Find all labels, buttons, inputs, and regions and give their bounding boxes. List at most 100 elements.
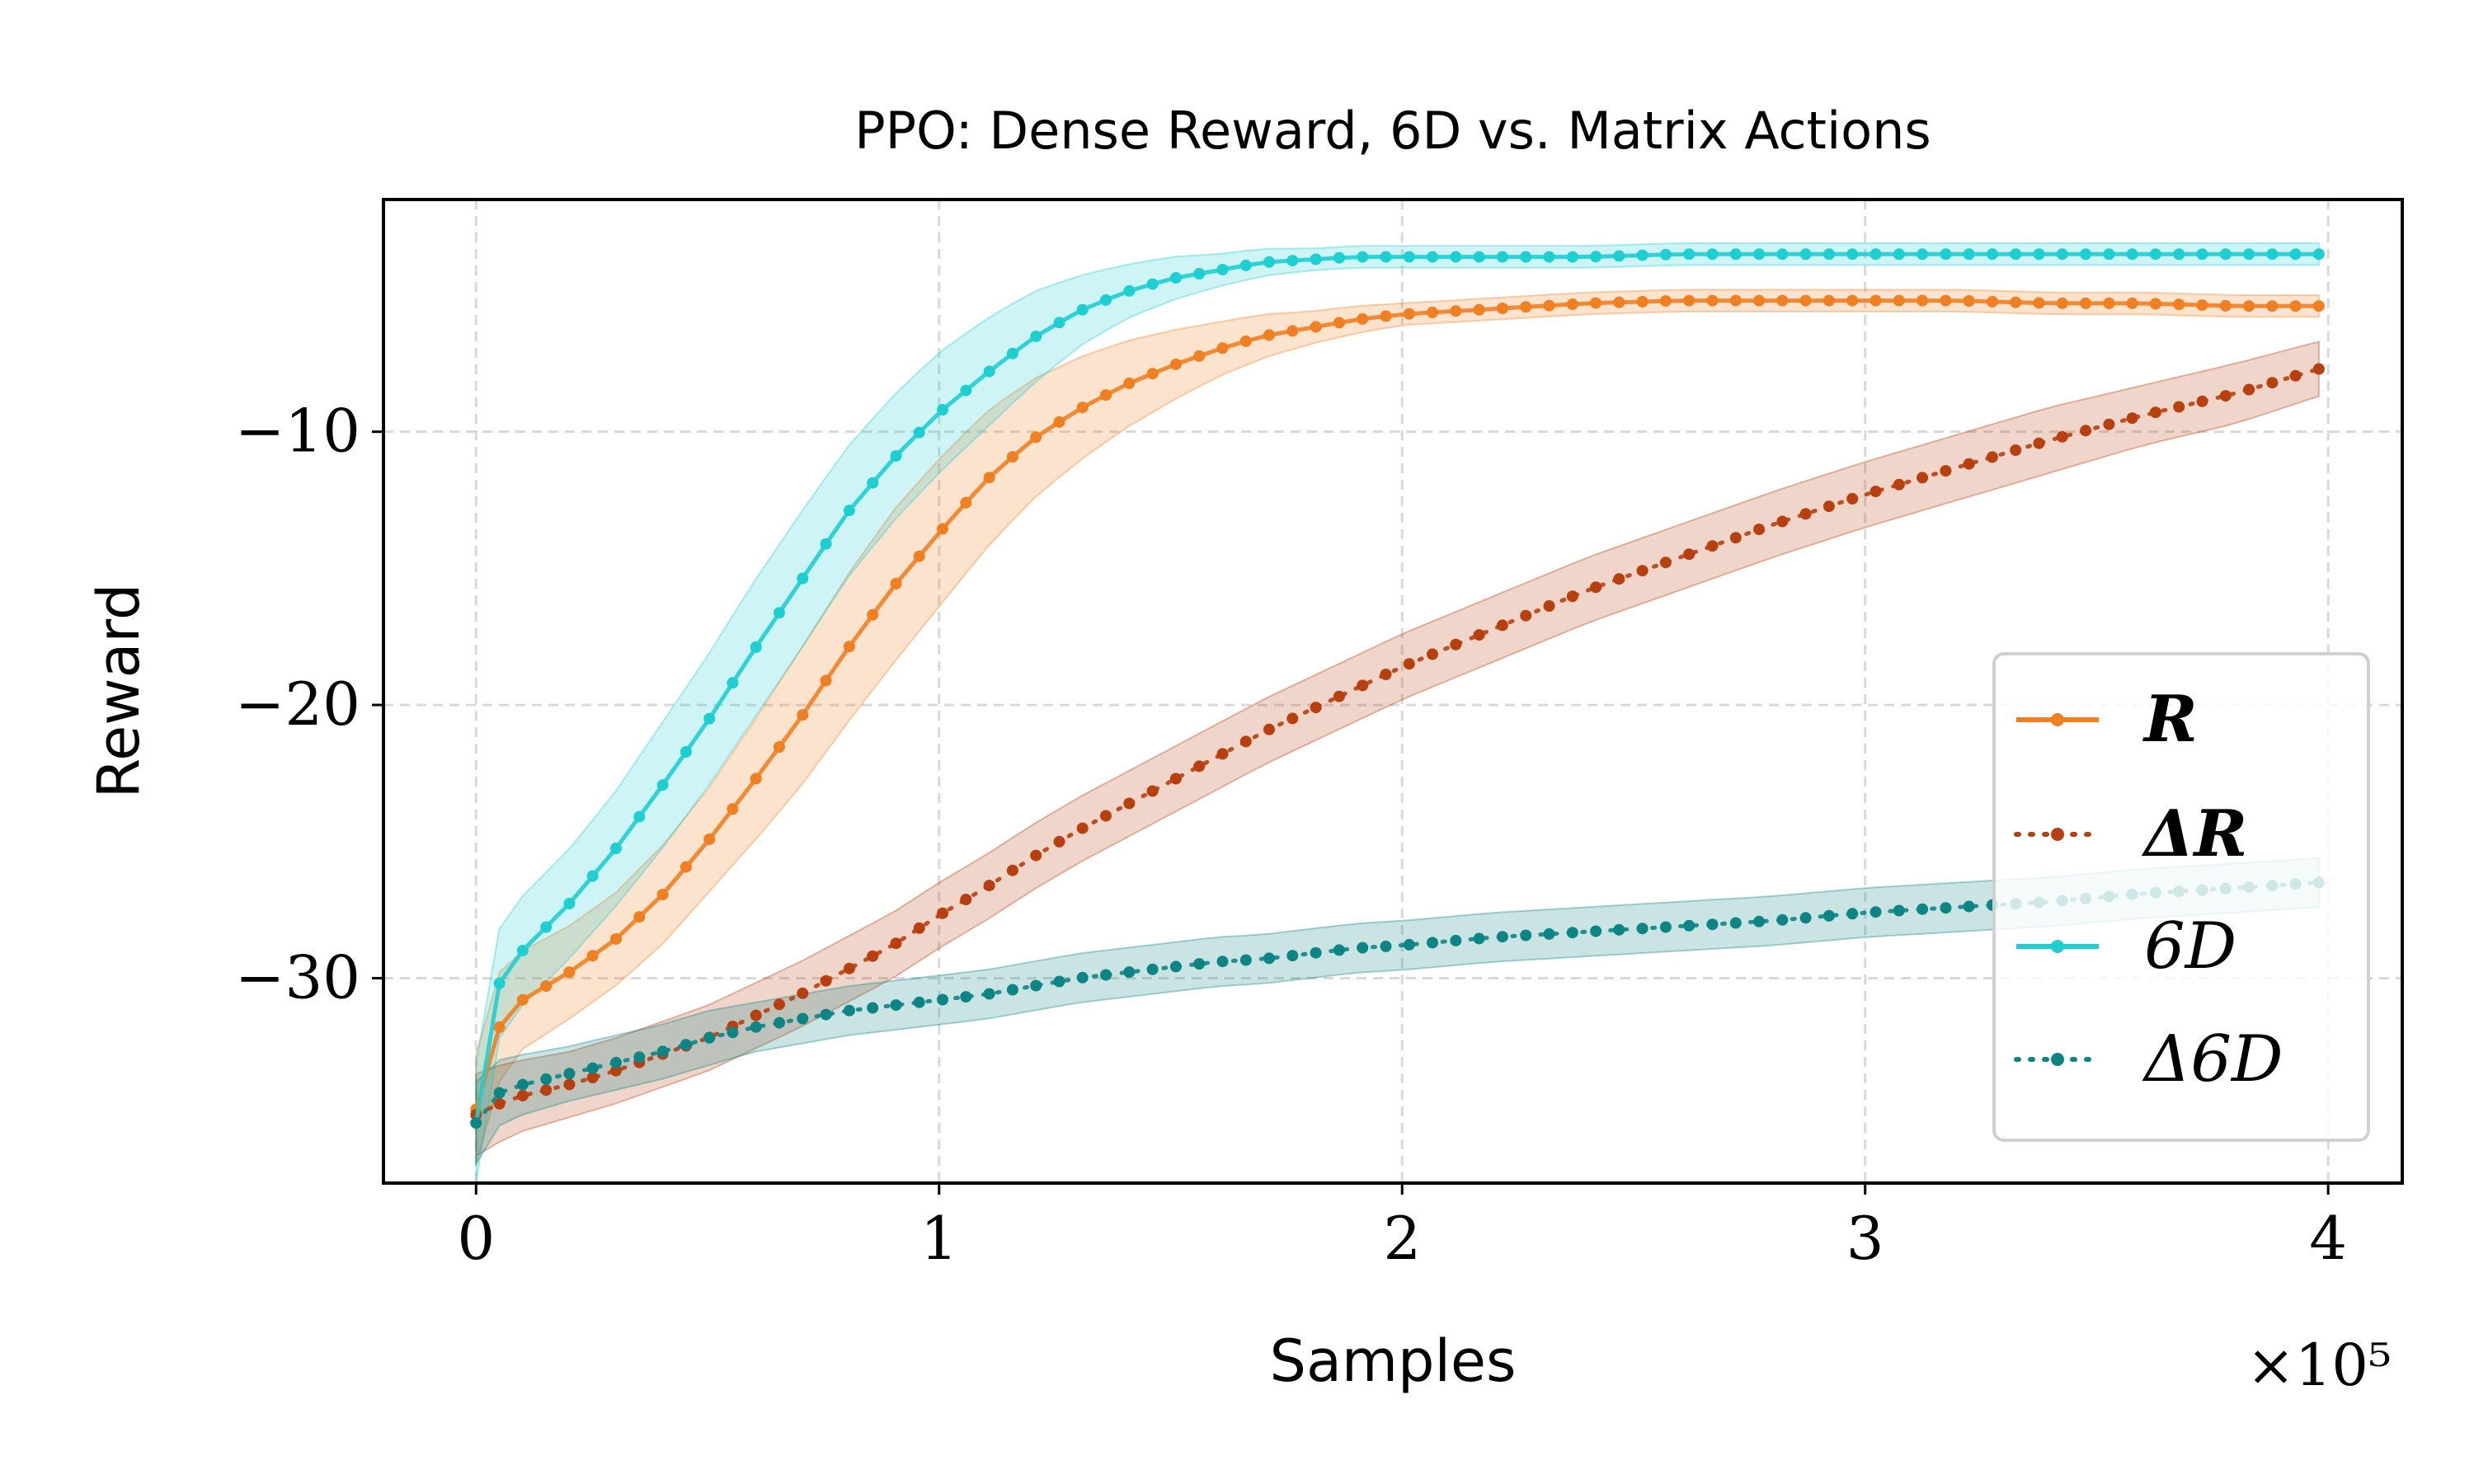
point-6d	[2033, 248, 2045, 261]
legend-label-delta-6d: Δ6D	[2142, 1022, 2284, 1097]
point-delta-r	[1799, 508, 1812, 520]
point-6d	[2056, 248, 2068, 261]
point-6d	[867, 477, 879, 489]
point-6d	[563, 898, 576, 909]
point-r	[1286, 325, 1299, 337]
point-r	[1659, 295, 1672, 308]
point-r	[1729, 294, 1742, 307]
x-axis-label: Samples	[1270, 1327, 1517, 1395]
point-r	[1123, 377, 1136, 389]
x-tick-label: 4	[2309, 1204, 2347, 1273]
point-6d	[983, 365, 995, 378]
point-delta-r	[1193, 760, 1206, 773]
point-delta-6d	[540, 1073, 553, 1085]
point-6d	[1239, 259, 1252, 271]
point-delta-6d	[1263, 952, 1275, 965]
point-6d	[774, 607, 785, 619]
point-r	[1169, 358, 1182, 370]
point-r	[1403, 308, 1415, 320]
point-delta-6d	[703, 1031, 716, 1044]
point-6d	[1123, 284, 1136, 297]
point-delta-6d	[1496, 931, 1508, 943]
point-r	[1753, 294, 1766, 307]
point-6d	[493, 977, 506, 989]
point-delta-r	[1636, 565, 1649, 577]
point-delta-6d	[843, 1004, 855, 1017]
point-r	[1683, 294, 1696, 307]
point-delta-r	[1286, 712, 1299, 725]
point-r	[2219, 299, 2232, 312]
point-6d	[797, 572, 809, 585]
point-delta-6d	[1776, 913, 1789, 926]
point-6d	[1940, 248, 1952, 261]
point-6d	[2243, 248, 2255, 261]
point-delta-r	[1310, 702, 1322, 714]
point-r	[1520, 301, 1532, 313]
point-delta-r	[820, 974, 832, 987]
point-r	[1239, 335, 1252, 347]
point-delta-r	[1659, 556, 1672, 569]
point-delta-r	[913, 922, 925, 934]
point-delta-r	[750, 1009, 762, 1021]
point-6d	[1146, 278, 1159, 290]
point-delta-6d	[1566, 927, 1578, 939]
point-delta-6d	[1870, 906, 1882, 918]
point-6d	[1706, 248, 1719, 261]
point-6d	[913, 426, 925, 439]
point-6d	[1076, 303, 1089, 316]
point-6d	[1216, 264, 1229, 275]
point-delta-6d	[867, 1002, 879, 1014]
point-r	[2056, 297, 2068, 309]
point-r	[1590, 297, 1602, 309]
point-6d	[1030, 331, 1042, 342]
point-delta-r	[1427, 648, 1438, 660]
point-6d	[1636, 249, 1649, 261]
point-6d	[610, 843, 622, 854]
point-6d	[1917, 248, 1929, 261]
point-delta-r	[1450, 638, 1462, 650]
point-r	[2080, 297, 2092, 309]
point-delta-r	[774, 998, 785, 1011]
point-delta-6d	[1917, 903, 1929, 915]
point-delta-r	[1753, 524, 1766, 536]
point-r	[656, 889, 669, 900]
point-delta-r	[2266, 377, 2279, 389]
point-r	[2033, 297, 2045, 309]
point-r	[1193, 350, 1206, 362]
point-6d	[680, 746, 692, 758]
point-6d	[1870, 248, 1882, 261]
point-delta-r	[516, 1089, 529, 1101]
point-delta-r	[586, 1072, 599, 1084]
point-delta-6d	[960, 991, 972, 1003]
point-6d	[703, 712, 716, 725]
point-r	[1963, 295, 1975, 307]
point-6d	[540, 921, 553, 933]
point-r	[2289, 300, 2302, 312]
point-delta-6d	[1193, 958, 1206, 970]
band-6d	[475, 242, 2320, 1184]
x-tick-label: 2	[1383, 1204, 1421, 1273]
point-r	[2196, 299, 2208, 312]
point-r	[774, 741, 785, 753]
point-delta-r	[1917, 472, 1929, 484]
point-6d	[2173, 248, 2185, 261]
chart-title: PPO: Dense Reward, 6D vs. Matrix Actions	[854, 101, 1931, 161]
point-6d	[1776, 248, 1789, 261]
point-delta-r	[1729, 532, 1742, 544]
point-6d	[1380, 251, 1392, 263]
point-6d	[1496, 251, 1508, 263]
point-delta-6d	[1053, 975, 1065, 988]
point-delta-r	[1216, 748, 1229, 760]
point-delta-r	[867, 950, 879, 962]
point-delta-6d	[1310, 946, 1322, 959]
point-delta-r	[2289, 369, 2302, 382]
point-delta-r	[1520, 609, 1532, 622]
point-6d	[1427, 251, 1438, 263]
point-delta-6d	[750, 1021, 762, 1033]
axis-ticks: 0 1 2 3 4 −10 −20 −30	[235, 397, 2347, 1273]
point-delta-r	[797, 987, 809, 999]
point-delta-6d	[1729, 917, 1742, 929]
point-delta-r	[1986, 451, 1998, 463]
y-tick-label: −10	[235, 397, 360, 466]
point-delta-r	[1006, 864, 1018, 876]
